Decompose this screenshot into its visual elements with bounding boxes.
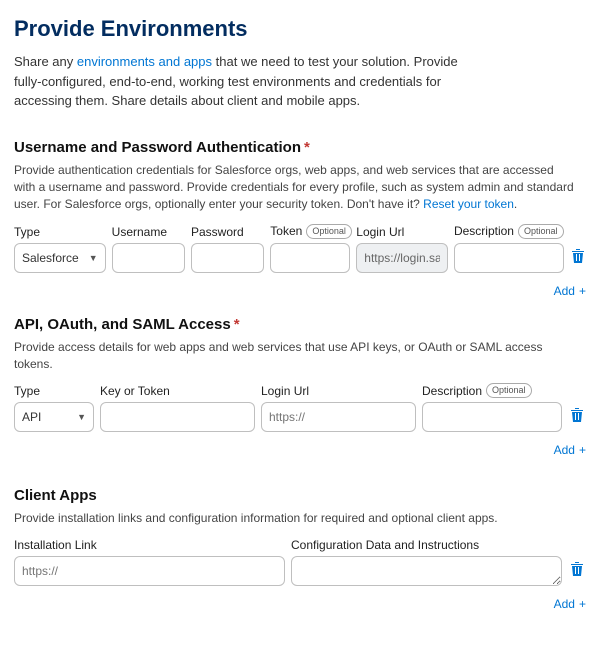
intro-before: Share any	[14, 54, 77, 69]
trash-icon	[570, 407, 584, 423]
auth-token-input[interactable]	[270, 243, 350, 273]
add-label: Add	[554, 443, 575, 457]
optional-pill: Optional	[518, 224, 564, 239]
api-title-text: API, OAuth, and SAML Access	[14, 316, 231, 333]
auth-token-label: Token	[270, 224, 302, 238]
auth-section-title: Username and Password Authentication*	[14, 139, 586, 156]
environments-link[interactable]: environments and apps	[77, 54, 212, 69]
api-loginurl-label: Login Url	[261, 384, 416, 398]
required-marker: *	[304, 139, 310, 156]
clientapps-install-label: Installation Link	[14, 538, 285, 552]
api-delete-button[interactable]	[568, 407, 586, 432]
api-section-desc: Provide access details for web apps and …	[14, 339, 574, 374]
api-key-label: Key or Token	[100, 384, 255, 398]
clientapps-install-input[interactable]	[14, 556, 285, 586]
clientapps-config-input[interactable]	[291, 556, 562, 586]
auth-type-value: Salesforce	[22, 251, 79, 265]
optional-pill: Optional	[306, 224, 352, 239]
clientapps-section-title: Client Apps	[14, 487, 586, 504]
api-type-label: Type	[14, 384, 94, 398]
auth-username-input[interactable]	[112, 243, 185, 273]
api-row: Type API ▼ Key or Token Login Url Descri…	[14, 383, 586, 432]
api-type-value: API	[22, 410, 41, 424]
api-type-select[interactable]: API ▼	[14, 402, 94, 432]
add-label: Add	[554, 597, 575, 611]
api-section-title: API, OAuth, and SAML Access*	[14, 316, 586, 333]
required-marker: *	[234, 316, 240, 333]
trash-icon	[571, 248, 585, 264]
auth-description-input[interactable]	[454, 243, 564, 273]
plus-icon: +	[579, 284, 586, 298]
auth-section-desc: Provide authentication credentials for S…	[14, 162, 574, 214]
trash-icon	[570, 561, 584, 577]
clientapps-row: Installation Link Configuration Data and…	[14, 538, 586, 586]
auth-add-button[interactable]: Add +	[554, 284, 586, 298]
clientapps-section-desc: Provide installation links and configura…	[14, 510, 574, 527]
add-label: Add	[554, 284, 575, 298]
api-loginurl-input[interactable]	[261, 402, 416, 432]
clientapps-add-button[interactable]: Add +	[554, 597, 586, 611]
chevron-down-icon: ▼	[77, 412, 86, 422]
auth-username-label: Username	[112, 225, 185, 239]
plus-icon: +	[579, 443, 586, 457]
intro-text: Share any environments and apps that we …	[14, 52, 474, 111]
auth-title-text: Username and Password Authentication	[14, 139, 301, 156]
plus-icon: +	[579, 597, 586, 611]
auth-password-label: Password	[191, 225, 264, 239]
reset-token-link[interactable]: Reset your token	[423, 197, 514, 211]
auth-row: Type Salesforce ▼ Username Password Toke…	[14, 224, 586, 273]
api-description-input[interactable]	[422, 402, 562, 432]
auth-desc-period: .	[514, 197, 517, 211]
api-key-input[interactable]	[100, 402, 255, 432]
optional-pill: Optional	[486, 383, 532, 398]
auth-delete-button[interactable]	[570, 248, 587, 273]
auth-loginurl-input	[356, 243, 448, 273]
page-title: Provide Environments	[14, 16, 586, 42]
clientapps-delete-button[interactable]	[568, 561, 586, 586]
auth-type-label: Type	[14, 225, 106, 239]
clientapps-config-label: Configuration Data and Instructions	[291, 538, 562, 552]
api-add-button[interactable]: Add +	[554, 443, 586, 457]
auth-password-input[interactable]	[191, 243, 264, 273]
chevron-down-icon: ▼	[89, 253, 98, 263]
api-description-label: Description	[422, 384, 482, 398]
auth-description-label: Description	[454, 224, 514, 238]
auth-type-select[interactable]: Salesforce ▼	[14, 243, 106, 273]
auth-loginurl-label: Login Url	[356, 225, 448, 239]
